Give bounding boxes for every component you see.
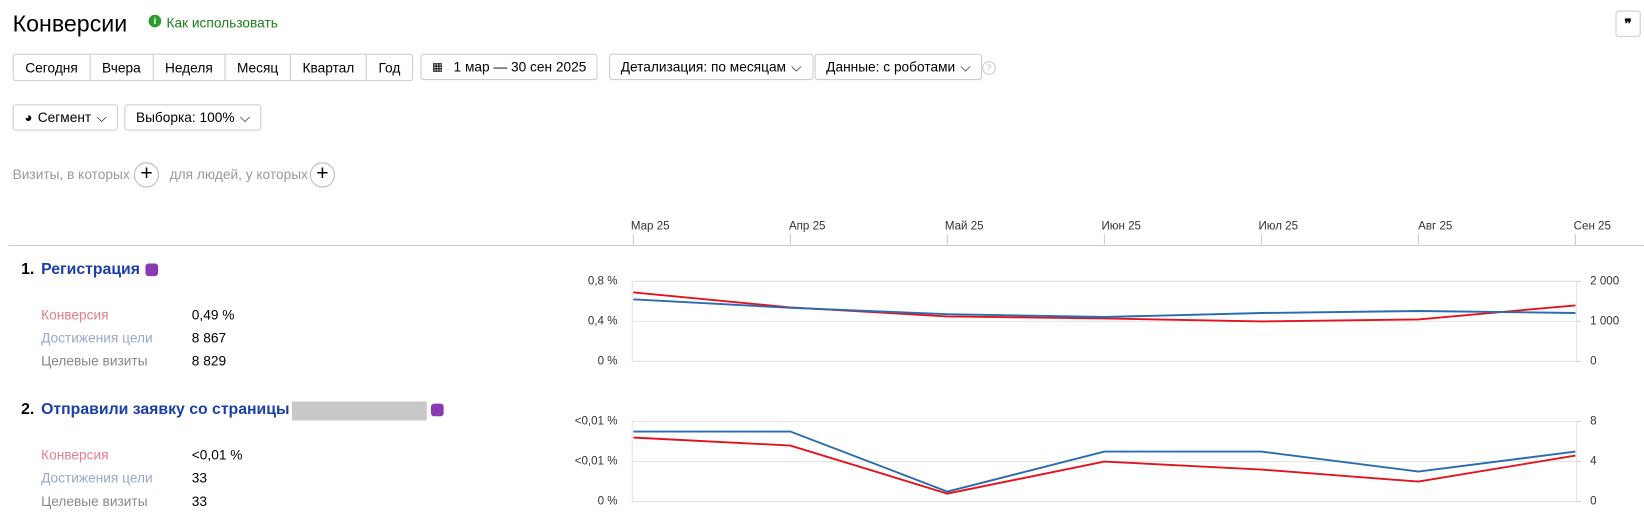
y-tick-label: 0 % [598,496,618,508]
series-line [633,430,1576,493]
y2-tick-label: 8 [1590,416,1596,428]
plot-frame [631,420,1578,503]
metric-label: Целевые визиты [41,353,148,369]
date-range[interactable]: ▦ 1 мар — 30 сен 2025 [420,53,598,81]
month-label: Мар 25 [631,221,670,233]
metric-label: Конверсия [41,446,109,463]
y2-tick-label: 0 [1590,496,1596,508]
help-icon: i [148,14,162,28]
hint-icon[interactable]: ? [982,61,996,75]
y2-tick-label: 0 [1590,356,1596,368]
y-tick-label: 0,4 % [588,315,618,327]
segment-button[interactable]: ◕ Сегмент ⌵ [12,104,119,131]
date-text: 1 мар — 30 сен 2025 [453,59,587,75]
month-label: Сен 25 [1574,221,1611,233]
period-button[interactable]: Вчера [90,54,154,81]
y-tick-label: <0,01 % [575,456,618,468]
plot-frame [631,280,1578,362]
metric-value: <0,01 % [191,446,243,463]
series-line [633,298,1576,318]
y-tick-label: 0,8 % [588,275,618,287]
help-link[interactable]: Как использовать [166,14,278,31]
metric-label: Целевые визиты [41,493,148,509]
metric-label: Достижения цели [41,469,153,486]
period-button[interactable]: Квартал [291,54,367,81]
y2-tick-label: 1 000 [1590,315,1619,327]
period-button[interactable]: Неделя [153,54,226,81]
month-label: Июл 25 [1258,221,1298,233]
add-filter[interactable]: + [133,162,160,188]
filter-people: для людей, у которых [169,166,308,183]
metric-label: Конверсия [41,306,109,323]
redacted [291,401,427,421]
filter-visits: Визиты, в которых [12,166,130,183]
detail-text: Детализация: по месяцам [620,59,786,75]
sample-text: Выборка: 100% [135,109,235,126]
month-label: Апр 25 [789,221,826,233]
month-label: Авг 25 [1418,221,1452,233]
page-title: Конверсии [12,10,128,37]
y-tick-label: <0,01 % [575,416,618,428]
metric-label: Достижения цели [41,329,153,346]
metric-value: 0,49 % [191,306,235,323]
period-button[interactable]: Сегодня [14,54,91,81]
y2-tick-label: 2 000 [1590,275,1619,287]
month-label: Май 25 [945,221,984,233]
series-line [633,436,1576,495]
data-text: Данные: с роботами [826,59,956,75]
goal-name[interactable]: Отправили заявку со страницы [41,400,290,419]
goal-number: 2. [21,400,35,419]
feedback-button[interactable]: ❞ [1615,10,1641,37]
goal-number: 1. [21,260,35,279]
add-filter[interactable]: + [309,162,336,188]
segment-text: Сегмент [37,109,92,126]
month-label: Июн 25 [1101,221,1141,233]
y-tick-label: 0 % [598,356,618,368]
detail-select[interactable]: Детализация: по месяцам ⌵ [609,53,814,81]
y2-tick-label: 4 [1590,456,1597,468]
metric-value: 33 [191,493,208,509]
goal-icon[interactable] [431,403,444,417]
metric-value: 8 867 [191,329,227,346]
goal-icon[interactable] [145,263,159,277]
metric-value: 8 829 [191,353,227,369]
goal-name[interactable]: Регистрация [41,260,140,279]
period-button[interactable]: Год [378,60,401,76]
data-select[interactable]: Данные: с роботами ⌵ [814,53,983,81]
period-button[interactable]: Месяц [225,54,291,81]
metric-value: 33 [191,469,208,486]
period-group: Сегодня Вчера Неделя Месяц Квартал Год [12,53,414,82]
sample-button[interactable]: Выборка: 100% ⌵ [124,104,262,131]
